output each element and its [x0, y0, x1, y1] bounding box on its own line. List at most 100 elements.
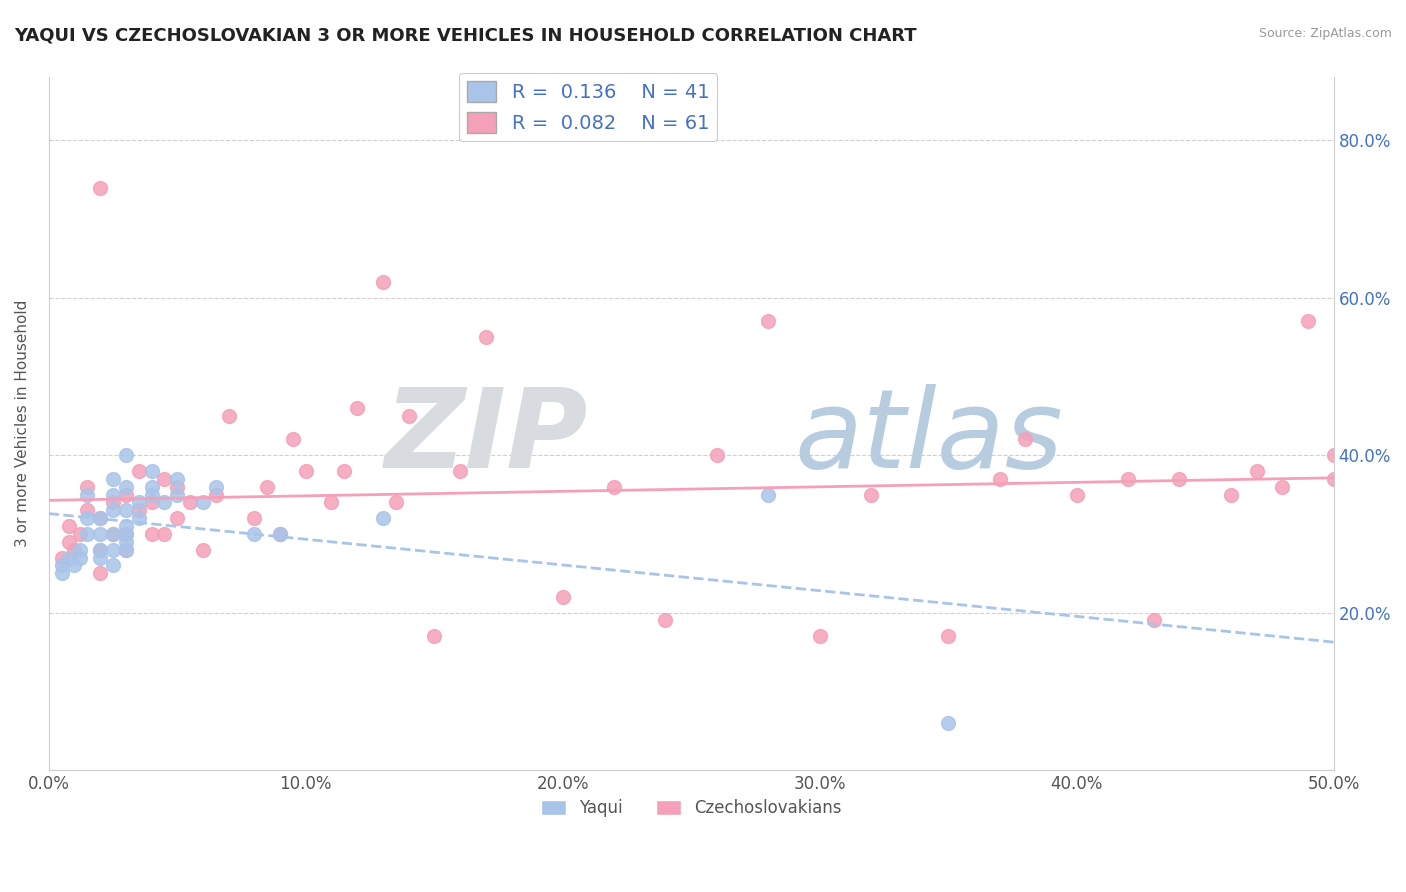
Text: Source: ZipAtlas.com: Source: ZipAtlas.com [1258, 27, 1392, 40]
Point [89, 542, 111, 557]
Point [115, 527, 138, 541]
Point [76, 503, 98, 517]
Point [1323, 448, 1346, 462]
Point [89, 542, 111, 557]
Point [808, 629, 831, 643]
Point [1323, 472, 1346, 486]
Point [89, 550, 111, 565]
Point [191, 495, 214, 509]
Point [76, 511, 98, 525]
Point [398, 409, 420, 423]
Point [128, 495, 150, 509]
Point [51, 558, 73, 573]
Point [346, 401, 368, 415]
Point [141, 480, 163, 494]
Point [321, 495, 343, 509]
Point [654, 614, 676, 628]
Point [141, 527, 163, 541]
Point [89, 511, 111, 525]
Text: YAQUI VS CZECHOSLOVAKIAN 3 OR MORE VEHICLES IN HOUSEHOLD CORRELATION CHART: YAQUI VS CZECHOSLOVAKIAN 3 OR MORE VEHIC… [14, 27, 917, 45]
Point [69, 542, 91, 557]
Point [128, 503, 150, 517]
Point [153, 472, 176, 486]
Point [281, 433, 304, 447]
Point [89, 527, 111, 541]
Point [218, 409, 240, 423]
Point [1271, 480, 1294, 494]
Point [101, 558, 124, 573]
Point [141, 487, 163, 501]
Point [166, 511, 188, 525]
Point [101, 527, 124, 541]
Point [58, 534, 80, 549]
Point [204, 487, 226, 501]
Point [269, 527, 291, 541]
Point [1066, 487, 1088, 501]
Point [1296, 314, 1319, 328]
Point [101, 503, 124, 517]
Point [115, 480, 138, 494]
Point [166, 480, 188, 494]
Point [384, 495, 406, 509]
Point [63, 558, 86, 573]
Point [58, 519, 80, 533]
Point [69, 550, 91, 565]
Point [101, 495, 124, 509]
Point [63, 542, 86, 557]
Point [141, 495, 163, 509]
Point [449, 464, 471, 478]
Point [115, 542, 138, 557]
Point [58, 550, 80, 565]
Point [860, 487, 883, 501]
Point [166, 472, 188, 486]
Point [603, 480, 626, 494]
Point [141, 464, 163, 478]
Point [89, 566, 111, 581]
Point [76, 480, 98, 494]
Point [115, 448, 138, 462]
Point [1014, 433, 1036, 447]
Y-axis label: 3 or more Vehicles in Household: 3 or more Vehicles in Household [15, 300, 30, 548]
Point [115, 487, 138, 501]
Point [1168, 472, 1191, 486]
Point [371, 511, 394, 525]
Point [115, 542, 138, 557]
Point [243, 527, 266, 541]
Point [69, 527, 91, 541]
Point [294, 464, 316, 478]
Point [101, 527, 124, 541]
Point [936, 715, 959, 730]
Point [179, 495, 201, 509]
Point [256, 480, 278, 494]
Point [76, 487, 98, 501]
Point [243, 511, 266, 525]
Point [269, 527, 291, 541]
Point [706, 448, 728, 462]
Point [153, 495, 176, 509]
Point [115, 503, 138, 517]
Point [333, 464, 356, 478]
Point [115, 519, 138, 533]
Text: atlas: atlas [794, 384, 1063, 491]
Point [128, 511, 150, 525]
Point [115, 534, 138, 549]
Point [166, 487, 188, 501]
Point [474, 330, 496, 344]
Point [101, 542, 124, 557]
Point [51, 566, 73, 581]
Point [1246, 464, 1268, 478]
Point [128, 464, 150, 478]
Point [988, 472, 1011, 486]
Point [191, 542, 214, 557]
Point [89, 180, 111, 194]
Legend: Yaqui, Czechoslovakians: Yaqui, Czechoslovakians [534, 793, 848, 824]
Point [936, 629, 959, 643]
Point [115, 527, 138, 541]
Text: ZIP: ZIP [385, 384, 588, 491]
Point [204, 480, 226, 494]
Point [101, 472, 124, 486]
Point [1219, 487, 1241, 501]
Point [756, 487, 779, 501]
Point [153, 527, 176, 541]
Point [76, 527, 98, 541]
